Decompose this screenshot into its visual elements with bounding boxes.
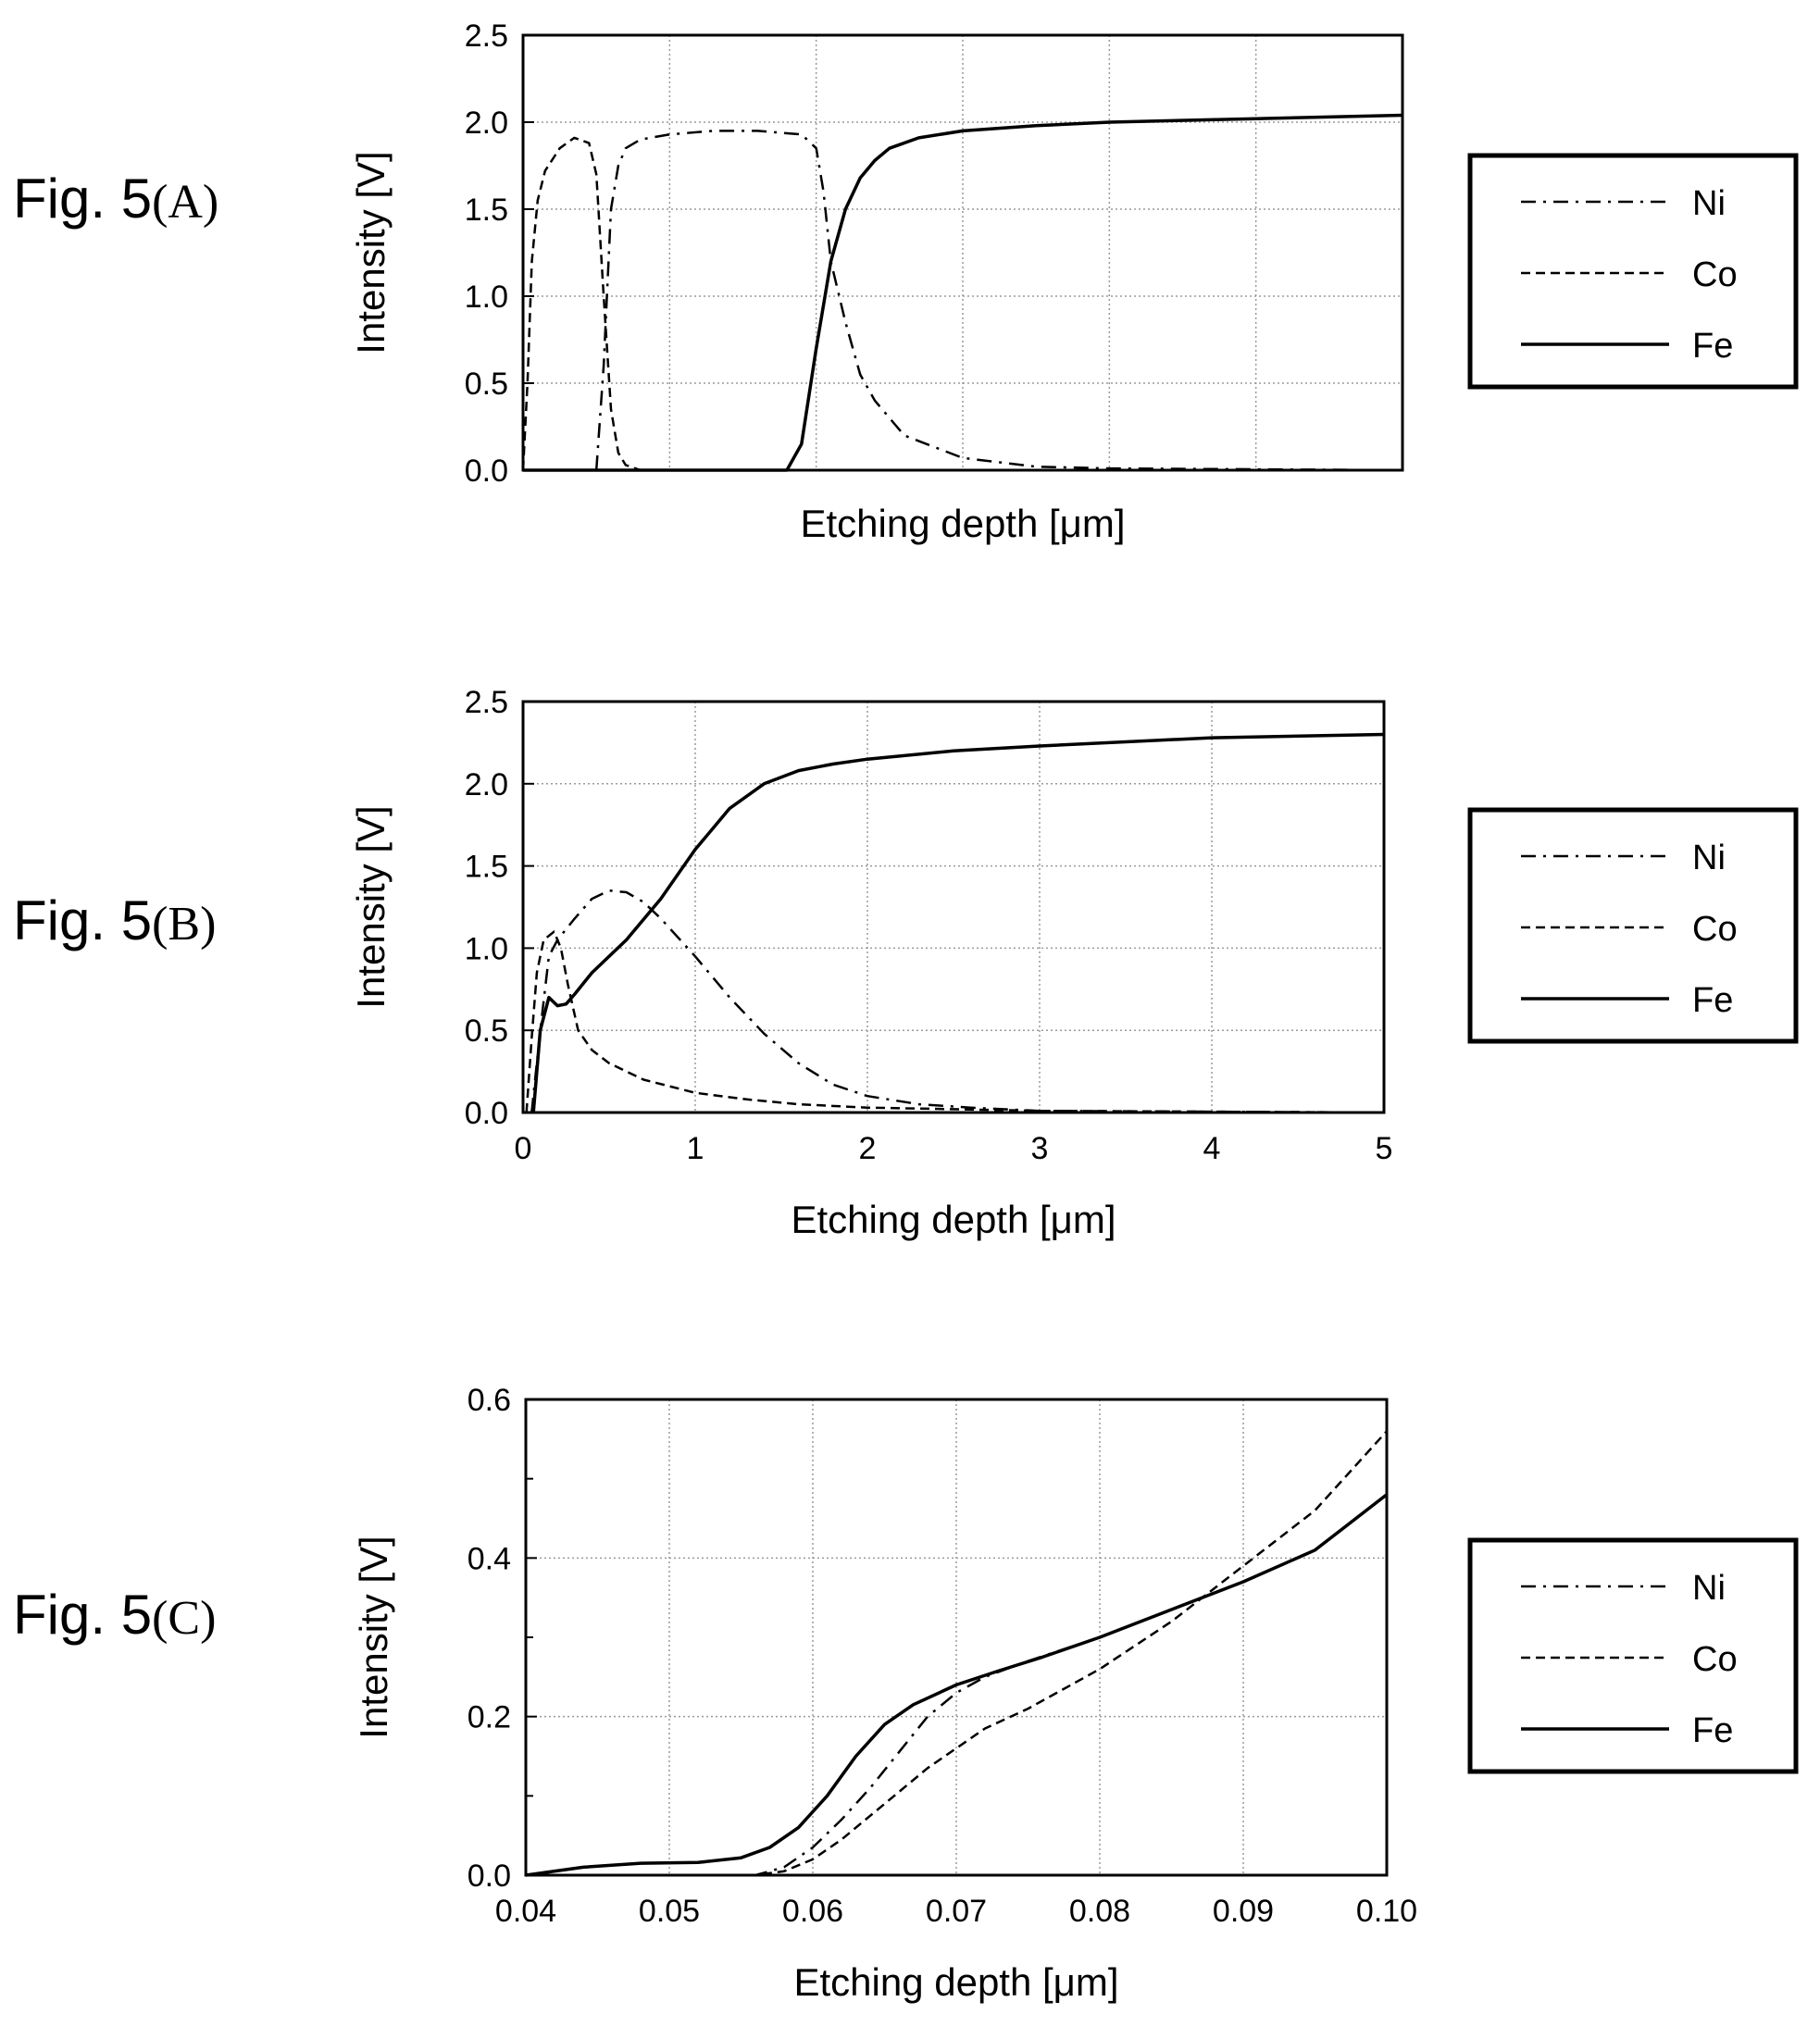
series-line-fe xyxy=(523,113,1403,472)
legend-label: Co xyxy=(1692,255,1738,294)
figure-label-paren: (A) xyxy=(152,176,219,229)
figure-label-main: Fig. 5 xyxy=(13,889,153,951)
x-axis-label: Etching depth [μm] xyxy=(791,1198,1116,1241)
x-tick-label: 0.06 xyxy=(782,1894,843,1929)
y-tick-label: 2.5 xyxy=(465,19,508,54)
figure-label-main: Fig. 5 xyxy=(13,168,153,230)
x-tick-label: 0.07 xyxy=(926,1894,987,1929)
x-tick-label: 0.04 xyxy=(495,1894,556,1929)
x-tick-label: 0 xyxy=(515,1131,532,1166)
y-tick-label: 2.0 xyxy=(465,106,508,141)
figure-label-a: Fig. 5(A) xyxy=(13,167,218,230)
legend-label: Ni xyxy=(1692,839,1726,877)
y-tick-label: 0.5 xyxy=(465,367,508,402)
legend-label: Ni xyxy=(1692,184,1726,223)
x-tick-label: 1 xyxy=(687,1131,704,1166)
legend-label: Co xyxy=(1692,1640,1738,1679)
legend-label: Fe xyxy=(1692,327,1733,366)
x-tick-label: 4 xyxy=(1203,1131,1221,1166)
y-tick-label: 1.5 xyxy=(465,850,508,885)
x-tick-label: 0.10 xyxy=(1356,1894,1417,1929)
legend-label: Ni xyxy=(1692,1569,1726,1608)
figure-label-c: Fig. 5(C) xyxy=(13,1583,216,1647)
legend-label: Fe xyxy=(1692,981,1733,1020)
y-axis-label: Intensity [V] xyxy=(349,151,393,354)
y-tick-label: 0.2 xyxy=(467,1700,511,1735)
y-tick-label: 0.4 xyxy=(467,1541,511,1576)
x-tick-label: 0.08 xyxy=(1069,1894,1130,1929)
y-tick-label: 1.0 xyxy=(465,931,508,966)
series-line-fe xyxy=(531,732,1385,1113)
chart-panel-c: 0.0 0.2 0.4 0.6 0.04 0.05 0.06 0.07 0.08 0.09 0.10… xyxy=(352,1383,1799,2004)
legend-box xyxy=(1467,1537,1799,1774)
figure-label-paren: (B) xyxy=(152,898,217,951)
figure-label-main: Fig. 5 xyxy=(13,1584,153,1646)
legend-box xyxy=(1467,153,1799,390)
y-tick-label: 0.0 xyxy=(467,1859,511,1894)
grid xyxy=(526,1399,1387,1875)
series-line-ni xyxy=(594,130,1403,472)
legend: Ni Co Fe xyxy=(1467,153,1799,390)
y-tick-label: 1.0 xyxy=(465,280,508,315)
y-tick-label: 0.6 xyxy=(467,1383,511,1418)
legend: Ni Co Fe xyxy=(1467,807,1799,1044)
y-axis-label: Intensity [V] xyxy=(349,805,393,1008)
x-axis-label: Etching depth [μm] xyxy=(793,1960,1118,2004)
grid xyxy=(523,702,1384,1113)
legend-label: Fe xyxy=(1692,1711,1733,1750)
series-line-ni xyxy=(526,1493,1388,1877)
y-tick-label: 0.0 xyxy=(465,454,508,489)
plot-frame xyxy=(521,700,1386,1114)
legend: Ni Co Fe xyxy=(1467,1537,1799,1774)
figure-label-paren: (C) xyxy=(152,1592,217,1645)
y-tick-label: 1.5 xyxy=(465,193,508,228)
x-tick-label: 3 xyxy=(1031,1131,1049,1166)
series-line-fe xyxy=(525,1493,1389,1877)
grid xyxy=(523,35,1402,470)
figure-label-b: Fig. 5(B) xyxy=(13,889,216,952)
y-tick-label: 2.5 xyxy=(465,685,508,720)
chart-panel-b: 0.0 0.5 1.0 1.5 2.0 2.5 0 1 2 3 4 5 Etching depth [μ… xyxy=(349,685,1799,1241)
y-tick-label: 0.0 xyxy=(465,1096,508,1131)
x-axis-label: Etching depth [μm] xyxy=(800,502,1125,545)
y-axis-label: Intensity [V] xyxy=(352,1535,395,1738)
legend-box xyxy=(1467,807,1799,1044)
series-line-co xyxy=(521,136,1402,472)
x-tick-label: 0.09 xyxy=(1213,1894,1274,1929)
series-line-ni xyxy=(530,889,1385,1114)
legend-label: Co xyxy=(1692,910,1738,949)
y-tick-label: 0.5 xyxy=(465,1013,508,1049)
series-line-co xyxy=(526,1430,1388,1877)
y-tick-label: 2.0 xyxy=(465,767,508,802)
x-tick-label: 0.05 xyxy=(639,1894,700,1929)
x-tick-label: 5 xyxy=(1376,1131,1393,1166)
series-line-co xyxy=(525,930,1385,1114)
x-tick-label: 2 xyxy=(859,1131,877,1166)
chart-panel-a: 0.0 0.5 1.0 1.5 2.0 2.5 Etching depth [μm] Inte… xyxy=(349,19,1799,545)
